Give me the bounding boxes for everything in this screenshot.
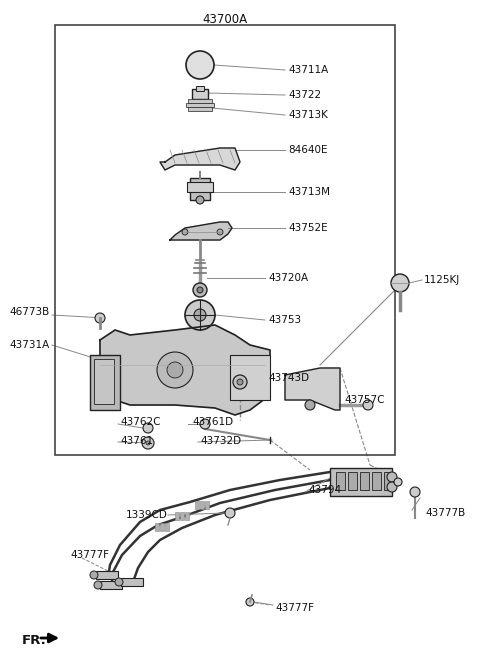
Text: 43761: 43761 [120, 436, 153, 446]
Text: 43732D: 43732D [200, 436, 241, 446]
Bar [160, 523, 164, 531]
Bar [330, 468, 392, 496]
Text: 43743D: 43743D [268, 373, 309, 383]
Text: 43777F: 43777F [275, 603, 314, 613]
Circle shape [194, 309, 206, 321]
Circle shape [186, 51, 214, 79]
Bar [205, 501, 209, 509]
Circle shape [246, 598, 254, 606]
Circle shape [410, 487, 420, 497]
Bar [55, 25, 395, 455]
Circle shape [167, 362, 183, 378]
Bar [188, 99, 212, 103]
Circle shape [387, 482, 397, 492]
Polygon shape [160, 148, 240, 170]
Circle shape [185, 300, 215, 330]
Bar [175, 512, 179, 520]
Circle shape [394, 478, 402, 486]
Text: 43753: 43753 [268, 315, 301, 325]
Circle shape [391, 274, 409, 292]
Bar [185, 512, 189, 520]
Text: 43762C: 43762C [120, 417, 160, 427]
Bar [188, 107, 212, 111]
Bar [190, 178, 210, 200]
Text: 43752E: 43752E [288, 223, 328, 233]
Bar [180, 512, 184, 520]
Text: 43794: 43794 [308, 485, 341, 495]
Bar [195, 501, 199, 509]
Circle shape [200, 419, 210, 429]
Text: 43731A: 43731A [10, 340, 50, 350]
Bar [187, 182, 213, 192]
Text: 43761D: 43761D [192, 417, 233, 427]
Text: FR.: FR. [22, 633, 47, 646]
Bar [336, 472, 345, 490]
Bar [96, 571, 118, 579]
Circle shape [115, 578, 123, 586]
Circle shape [196, 196, 204, 204]
Circle shape [305, 400, 315, 410]
Bar [384, 472, 393, 490]
Text: 46773B: 46773B [10, 307, 50, 317]
Polygon shape [100, 325, 270, 415]
Circle shape [237, 379, 243, 385]
Bar [94, 359, 114, 404]
Circle shape [90, 571, 98, 579]
Text: 43777B: 43777B [425, 508, 465, 518]
Bar [348, 472, 357, 490]
Bar [230, 355, 270, 400]
Bar [372, 472, 381, 490]
Circle shape [363, 400, 373, 410]
Circle shape [142, 437, 154, 449]
Polygon shape [285, 368, 340, 410]
Circle shape [157, 352, 193, 388]
Circle shape [143, 423, 153, 433]
Text: 43713K: 43713K [288, 110, 328, 120]
Text: 84640E: 84640E [288, 145, 327, 155]
Bar [196, 86, 204, 91]
Text: 43711A: 43711A [288, 65, 328, 75]
Circle shape [95, 313, 105, 323]
Bar [186, 103, 214, 107]
Circle shape [94, 581, 102, 589]
Text: 43777F: 43777F [70, 550, 109, 560]
Circle shape [217, 229, 223, 235]
Bar [121, 578, 143, 586]
Text: 43757C: 43757C [344, 395, 384, 405]
Text: 43722: 43722 [288, 90, 321, 100]
Circle shape [225, 508, 235, 518]
Polygon shape [170, 222, 232, 240]
Bar [165, 523, 169, 531]
Circle shape [197, 287, 203, 293]
Text: 1339CD: 1339CD [126, 510, 168, 520]
Circle shape [146, 441, 150, 445]
Circle shape [182, 229, 188, 235]
Circle shape [387, 472, 397, 482]
Bar [100, 581, 122, 589]
Bar [155, 523, 159, 531]
Bar [360, 472, 369, 490]
Text: 43720A: 43720A [268, 273, 308, 283]
Circle shape [193, 283, 207, 297]
Text: 43713M: 43713M [288, 187, 330, 197]
Text: 43700A: 43700A [203, 13, 248, 26]
Circle shape [233, 375, 247, 389]
Bar [192, 89, 208, 99]
Text: 1125KJ: 1125KJ [424, 275, 460, 285]
Bar [200, 501, 204, 509]
Bar [90, 355, 120, 410]
